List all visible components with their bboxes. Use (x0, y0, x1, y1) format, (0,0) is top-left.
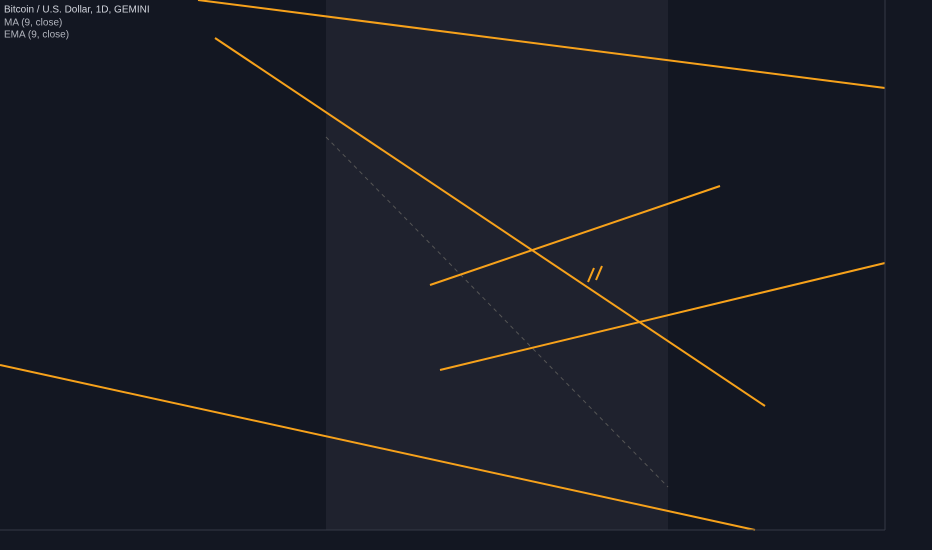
chart-title: Bitcoin / U.S. Dollar, 1D, GEMINI (4, 5, 150, 16)
trend-line (214, 37, 766, 407)
trend-line (197, 0, 886, 89)
fib-box (326, 0, 668, 530)
legend-entry: EMA (9, close) (4, 30, 69, 41)
trend-line (429, 185, 721, 286)
legend-entry: MA (9, close) (4, 18, 62, 29)
trend-line (439, 262, 886, 371)
price-axis (885, 0, 932, 550)
trend-line (0, 364, 756, 531)
trend-lines (0, 0, 886, 531)
arrow (587, 265, 603, 283)
fib-trend (325, 136, 669, 488)
